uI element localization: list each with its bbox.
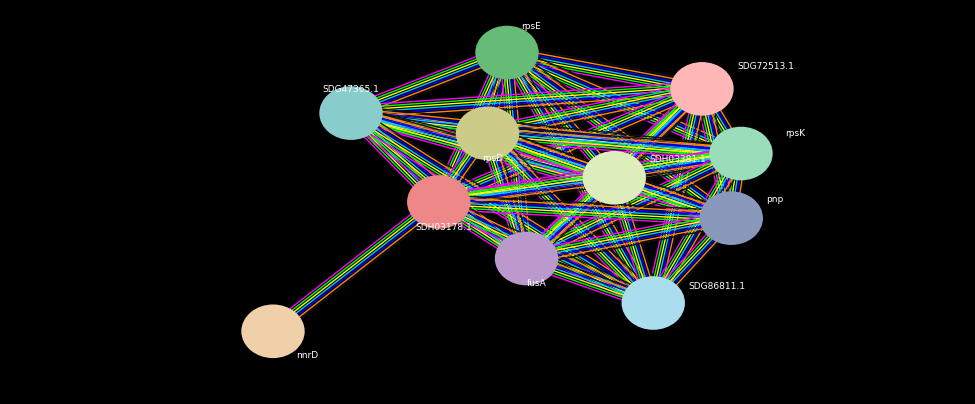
Ellipse shape bbox=[700, 191, 762, 245]
Ellipse shape bbox=[671, 62, 733, 116]
Text: SDG47365.1: SDG47365.1 bbox=[323, 85, 379, 94]
Text: SDH03381.1: SDH03381.1 bbox=[649, 155, 706, 164]
Ellipse shape bbox=[622, 276, 684, 330]
Text: rpsK: rpsK bbox=[785, 129, 804, 138]
Ellipse shape bbox=[583, 151, 645, 204]
Text: pnp: pnp bbox=[766, 196, 784, 204]
Ellipse shape bbox=[242, 305, 304, 358]
Text: fusA: fusA bbox=[526, 279, 546, 288]
Ellipse shape bbox=[476, 26, 538, 79]
Text: rpsD: rpsD bbox=[482, 154, 503, 163]
Text: rpsE: rpsE bbox=[522, 22, 541, 31]
Ellipse shape bbox=[710, 127, 772, 180]
Ellipse shape bbox=[408, 175, 470, 229]
Text: nnrD: nnrD bbox=[296, 351, 318, 360]
Ellipse shape bbox=[456, 107, 519, 160]
Text: SDG72513.1: SDG72513.1 bbox=[737, 62, 794, 71]
Text: SDG86811.1: SDG86811.1 bbox=[688, 282, 745, 291]
Text: SDH03178.1: SDH03178.1 bbox=[415, 223, 472, 231]
Ellipse shape bbox=[494, 232, 558, 285]
Ellipse shape bbox=[320, 86, 382, 140]
